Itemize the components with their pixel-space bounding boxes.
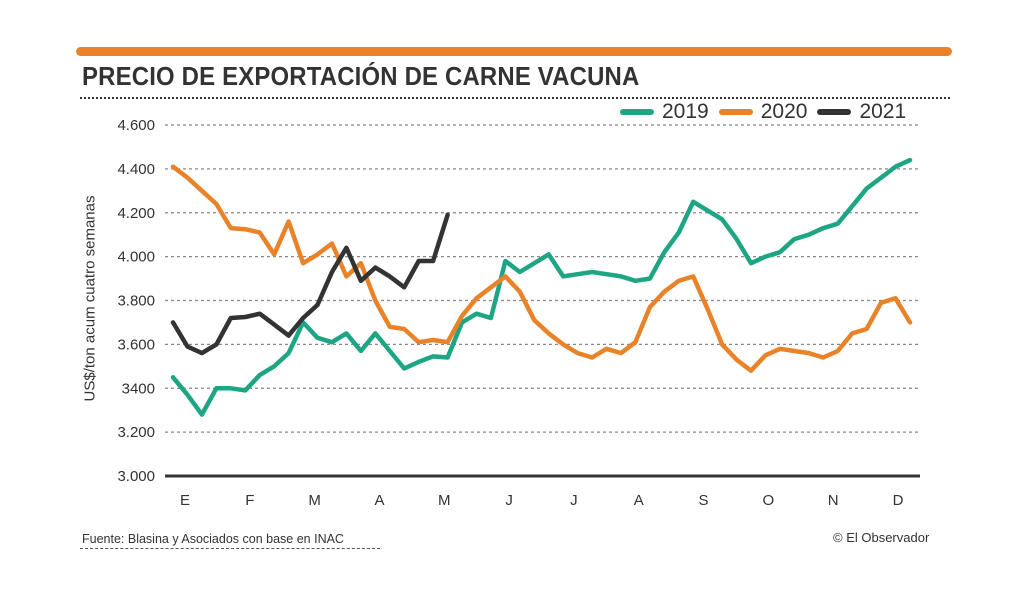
x-tick-label: M: [308, 492, 321, 509]
source-divider: [80, 548, 380, 549]
y-tick-labels: 3.000 3.200 3400 3.600 3.800 4.000 4.200 4.400 4…: [117, 117, 155, 485]
legend-item-2019: 2019: [620, 100, 709, 124]
y-tick-label: 4.200: [117, 205, 155, 222]
x-tick-label: A: [374, 492, 384, 509]
x-tick-label: M: [438, 492, 451, 509]
x-tick-label: J: [570, 492, 578, 509]
x-tick-label: E: [180, 492, 190, 509]
accent-bar: [76, 47, 952, 56]
x-tick-label: J: [505, 492, 513, 509]
legend-label-2021: 2021: [859, 100, 907, 123]
x-tick-label: A: [634, 492, 644, 509]
y-tick-label: 3.000: [117, 468, 155, 485]
legend-item-2020: 2020: [718, 100, 808, 124]
y-tick-label: 3.200: [117, 424, 155, 441]
y-tick-label: 4.600: [117, 117, 155, 134]
legend-swatch-2019: [620, 109, 654, 115]
legend-label-2019: 2019: [662, 100, 709, 123]
y-tick-label: 4.000: [117, 249, 155, 266]
legend: 2019 2020 2021: [620, 100, 906, 124]
y-tick-label: 3.800: [117, 293, 155, 310]
y-tick-label: 3400: [122, 380, 155, 397]
series-lines: [170, 157, 913, 417]
grid-lines: [165, 124, 920, 478]
legend-item-2021: 2021: [817, 100, 906, 124]
legend-swatch-2021: [817, 109, 852, 115]
legend-label-2020: 2020: [760, 100, 808, 123]
x-tick-label: F: [245, 492, 254, 509]
credit-note: © El Observador: [833, 530, 930, 545]
chart-title: PRECIO DE EXPORTACIÓN DE CARNE VACUNA: [82, 61, 640, 91]
series-line-2021: [170, 212, 450, 356]
legend-swatch-2020: [718, 109, 753, 115]
title-divider: [80, 97, 950, 99]
source-note: Fuente: Blasina y Asociados con base en …: [82, 532, 344, 546]
series-line-2020: [170, 164, 913, 373]
y-tick-label: 3.600: [117, 336, 155, 353]
y-tick-label: 4.400: [117, 161, 155, 178]
series-line-2019: [170, 157, 913, 417]
x-tick-label: D: [893, 492, 904, 509]
x-tick-label: S: [699, 492, 709, 509]
x-tick-label: N: [828, 492, 839, 509]
x-tick-label: O: [763, 492, 775, 509]
